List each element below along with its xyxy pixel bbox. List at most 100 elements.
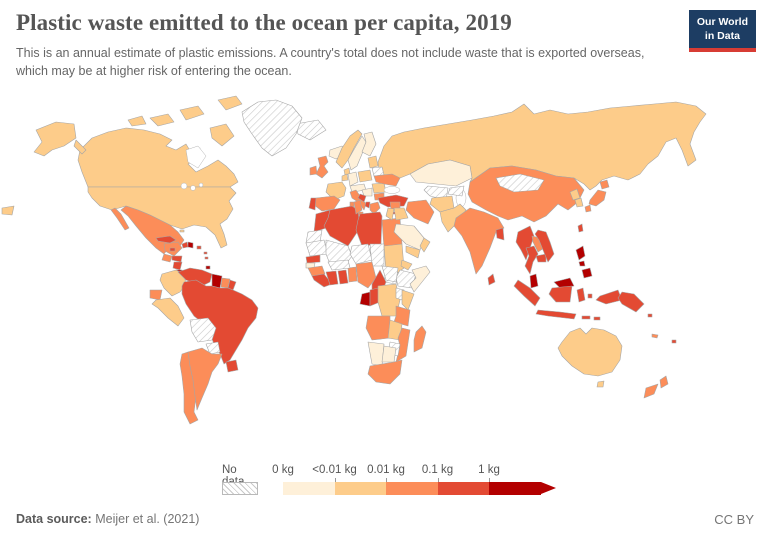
country-alaska-panhandle[interactable] [73,139,87,155]
country-japan-honshu[interactable] [588,189,607,207]
country-poland[interactable] [357,169,373,183]
country-guatemala[interactable] [161,253,173,263]
country-kenya[interactable] [401,289,415,311]
country-algeria[interactable] [323,205,361,247]
country-north-korea[interactable] [569,188,581,201]
country-thailand[interactable] [524,245,539,275]
country-cuba[interactable] [155,235,177,244]
country-libya[interactable] [355,211,383,247]
country-paraguay[interactable] [205,341,221,355]
country-germany[interactable] [347,171,359,187]
legend-segment-lt-0.01kg[interactable] [334,482,386,495]
country-venezuela[interactable] [177,267,213,287]
country-lesser-antilles[interactable] [204,256,209,260]
legend-no-data-swatch[interactable] [222,482,258,495]
country-belarus[interactable] [371,166,385,177]
country-solomon-islands[interactable] [647,313,653,318]
country-ghana[interactable] [337,269,349,285]
country-yemen[interactable] [405,245,421,259]
country-bolivia[interactable] [189,317,217,343]
country-japan-hokkaido[interactable] [599,179,610,190]
country-indonesia-papua[interactable] [595,289,623,305]
country-united-states[interactable] [87,186,237,249]
country-alaska[interactable] [33,121,77,157]
country-tajikistan-kyrgyzstan[interactable] [447,185,465,197]
country-mexico-baja[interactable] [110,207,130,231]
country-somalia[interactable] [409,265,431,293]
country-malaysia-peninsula[interactable] [529,273,539,289]
country-madagascar[interactable] [413,325,427,353]
country-indonesia-java[interactable] [535,309,577,320]
country-italy[interactable] [349,189,367,211]
country-russia-east-fragment[interactable] [1,205,15,216]
country-iran[interactable] [405,199,435,225]
country-svalbard[interactable] [295,119,327,141]
country-ireland[interactable] [309,165,318,176]
country-south-korea[interactable] [574,197,584,208]
country-central-african-republic[interactable] [381,265,399,283]
country-hungary[interactable] [361,187,373,197]
country-honduras[interactable] [171,255,183,263]
country-nigeria[interactable] [355,261,377,289]
country-gabon[interactable] [359,291,371,307]
country-brazil[interactable] [181,279,259,365]
legend-segment-1kg[interactable] [489,482,541,495]
country-botswana[interactable] [381,345,397,363]
country-mauritania[interactable] [305,239,329,257]
country-new-zealand-north[interactable] [659,375,669,389]
country-philippines-mindanao[interactable] [581,267,593,279]
country-uruguay[interactable] [225,359,239,373]
country-baltic-states[interactable] [367,155,379,169]
legend-segment-0kg[interactable] [283,482,335,495]
country-canada-island[interactable] [149,113,175,127]
country-tunisia[interactable] [353,199,363,215]
country-guinea[interactable] [307,265,326,277]
country-sri-lanka[interactable] [487,273,496,286]
license-link[interactable]: CC BY [714,512,754,527]
country-australia[interactable] [557,327,623,377]
country-canada-island[interactable] [217,95,243,111]
country-oman[interactable] [419,237,431,253]
country-lesser-antilles[interactable] [203,251,208,255]
country-iraq[interactable] [393,207,409,221]
country-taiwan[interactable] [577,223,584,233]
country-norway[interactable] [335,129,363,169]
country-new-zealand-south[interactable] [643,383,659,399]
country-dominican-republic[interactable] [187,241,194,249]
country-senegal[interactable] [305,254,321,264]
country-niger[interactable] [349,243,373,265]
country-burkina-faso[interactable] [327,259,351,271]
country-indonesia-sulawesi[interactable] [576,287,586,303]
country-ecuador[interactable] [149,289,163,301]
country-indonesia-moluccas[interactable] [587,293,593,299]
country-philippines-visayas[interactable] [578,260,586,267]
country-benin-togo[interactable] [347,266,358,283]
country-indonesia-lesser-sunda[interactable] [593,316,601,321]
legend-segment-0.1kg[interactable] [437,482,489,495]
country-japan-kyushu[interactable] [584,204,592,213]
country-croatia[interactable] [357,193,367,203]
country-liberia[interactable] [311,273,333,288]
legend-segment-0.01kg[interactable] [386,482,438,495]
country-peru[interactable] [151,297,185,327]
country-indonesia-kalimantan[interactable] [548,285,573,303]
country-albania[interactable] [364,201,371,209]
owid-logo[interactable]: Our World in Data [688,10,756,53]
country-argentina[interactable] [187,347,223,411]
country-indonesia-lesser-sunda[interactable] [581,315,591,320]
country-guyana[interactable] [211,273,223,289]
country-haiti[interactable] [181,241,189,249]
country-ukraine[interactable] [373,173,401,187]
country-greece[interactable] [369,201,381,215]
country-new-caledonia[interactable] [651,333,659,339]
country-bangladesh[interactable] [495,227,505,241]
country-finland[interactable] [361,131,377,157]
country-bahamas[interactable] [179,229,185,233]
country-colombia[interactable] [159,269,187,297]
country-south-africa[interactable] [367,359,403,385]
country-fiji[interactable] [671,339,677,344]
country-eritrea[interactable] [400,259,413,271]
country-mongolia[interactable] [495,173,545,193]
country-turkey[interactable] [377,194,409,208]
country-nicaragua[interactable] [172,261,183,271]
